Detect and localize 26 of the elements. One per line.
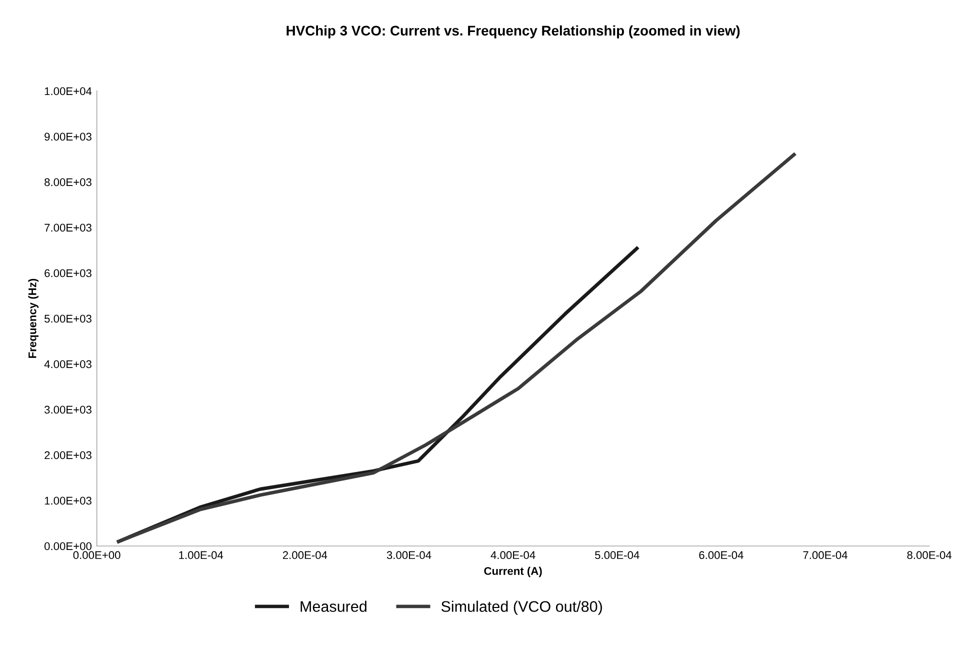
- y-tick-label: 3.00E+03: [44, 406, 92, 414]
- legend-label: Simulated (VCO out/80): [441, 600, 602, 615]
- x-tick-label: 0.00E+00: [73, 551, 120, 560]
- x-tick-label: 8.00E-04: [907, 551, 952, 560]
- x-tick-label: 1.00E-04: [179, 551, 224, 560]
- y-tick-label: 4.00E+03: [44, 360, 92, 368]
- y-tick-label: 7.00E+03: [44, 224, 92, 232]
- legend-label: Measured: [300, 600, 366, 612]
- x-tick-label: 7.00E-04: [803, 551, 848, 560]
- y-tick-label: 0.00E+00: [44, 542, 92, 550]
- x-tick-label: 2.00E-04: [282, 551, 328, 560]
- x-tick-label: 3.00E-04: [386, 551, 432, 560]
- x-axis-title: Current (A): [484, 566, 542, 578]
- y-axis-title: Frequency (Hz): [28, 278, 38, 358]
- x-tick-label: 4.00E-04: [490, 551, 536, 560]
- y-tick-label: 2.00E+03: [44, 451, 92, 460]
- y-tick-label: 1.00E+04: [44, 87, 92, 96]
- x-tick-label: 5.00E-04: [595, 551, 640, 560]
- y-tick-label: 1.00E+03: [44, 496, 92, 505]
- line-series: [116, 152, 796, 544]
- x-tick-label: 6.00E-04: [699, 551, 744, 560]
- y-tick-label: 8.00E+03: [44, 178, 92, 186]
- y-tick-label: 5.00E+03: [44, 314, 92, 323]
- chart-title: HVChip 3 VCO: Current vs. Frequency Relationship (zoomed in view): [286, 25, 740, 38]
- y-tick-label: 6.00E+03: [44, 269, 92, 278]
- y-tick-label: 9.00E+03: [44, 132, 92, 141]
